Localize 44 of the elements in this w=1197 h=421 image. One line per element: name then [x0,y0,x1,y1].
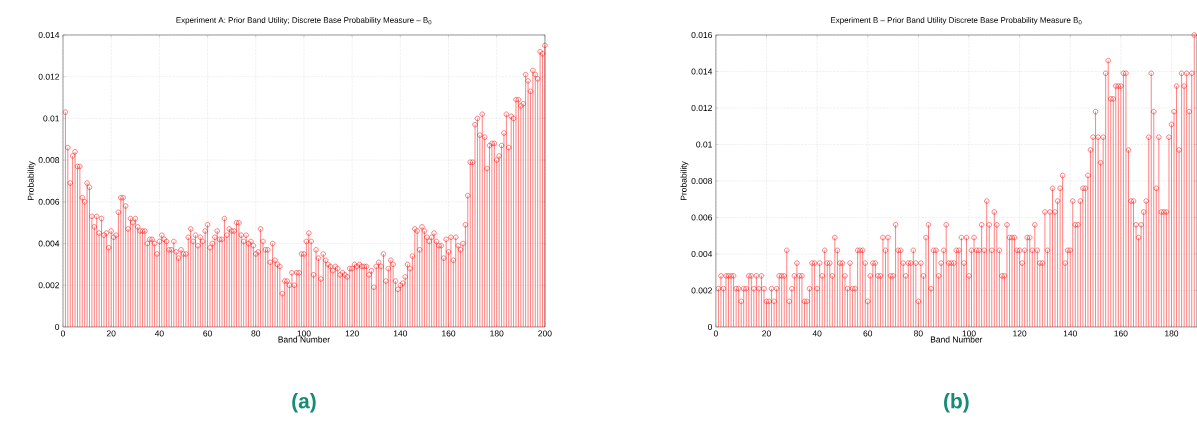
y-tick-label: 0.01 [696,141,712,148]
text: (a) [292,393,316,413]
y-tick-label: 0 [707,323,713,330]
y-tick-label: 0.014 [691,68,713,75]
y-tick-label: 0.006 [38,198,60,205]
x-tick-label: 20 [762,330,771,337]
y-tick-label: 0.004 [38,240,60,247]
text: (b) [944,393,969,413]
x-axis-title: Band Number [278,336,330,343]
x-tick-label: 200 [538,330,552,337]
y-tick-label: 0.016 [691,32,712,39]
x-axis-title: Band Number [930,336,983,343]
x-tick-label: 100 [962,330,976,337]
x-tick-label: 0 [713,330,718,337]
x-tick-label: 80 [914,330,923,337]
y-tick-label: 0.006 [691,214,712,221]
x-tick-label: 80 [251,330,261,337]
y-tick-label: 0.008 [691,178,712,184]
x-tick-label: 140 [1063,330,1077,337]
x-tick-label: 180 [1165,330,1179,337]
y-tick-label: 0.004 [691,250,713,257]
x-tick-label: 40 [812,330,822,337]
y-tick-label: 0.014 [38,32,60,39]
y-tick-label: 0.01 [43,115,60,122]
x-tick-label: 100 [297,330,311,337]
y-tick-label: 0 [55,323,60,330]
x-tick-label: 160 [442,330,456,337]
x-tick-label: 160 [1114,330,1128,337]
y-tick-label: 0.002 [38,282,60,289]
y-tick-label: 0.012 [38,73,60,80]
x-tick-label: 40 [154,330,164,337]
y-axis-title: Probability [27,161,36,201]
y-axis-title: Probability [680,161,689,201]
y-tick-label: 0.002 [691,287,712,294]
x-tick-label: 60 [863,330,873,337]
x-tick-label: 120 [1013,330,1027,337]
x-tick-label: 120 [345,330,359,337]
x-tick-label: 20 [106,330,116,337]
y-tick-label: 0.008 [38,157,60,164]
x-tick-label: 60 [203,330,212,337]
x-tick-label: 0 [60,330,66,337]
x-tick-label: 180 [490,330,504,337]
y-tick-label: 0.012 [691,105,712,111]
x-tick-label: 140 [393,330,408,337]
